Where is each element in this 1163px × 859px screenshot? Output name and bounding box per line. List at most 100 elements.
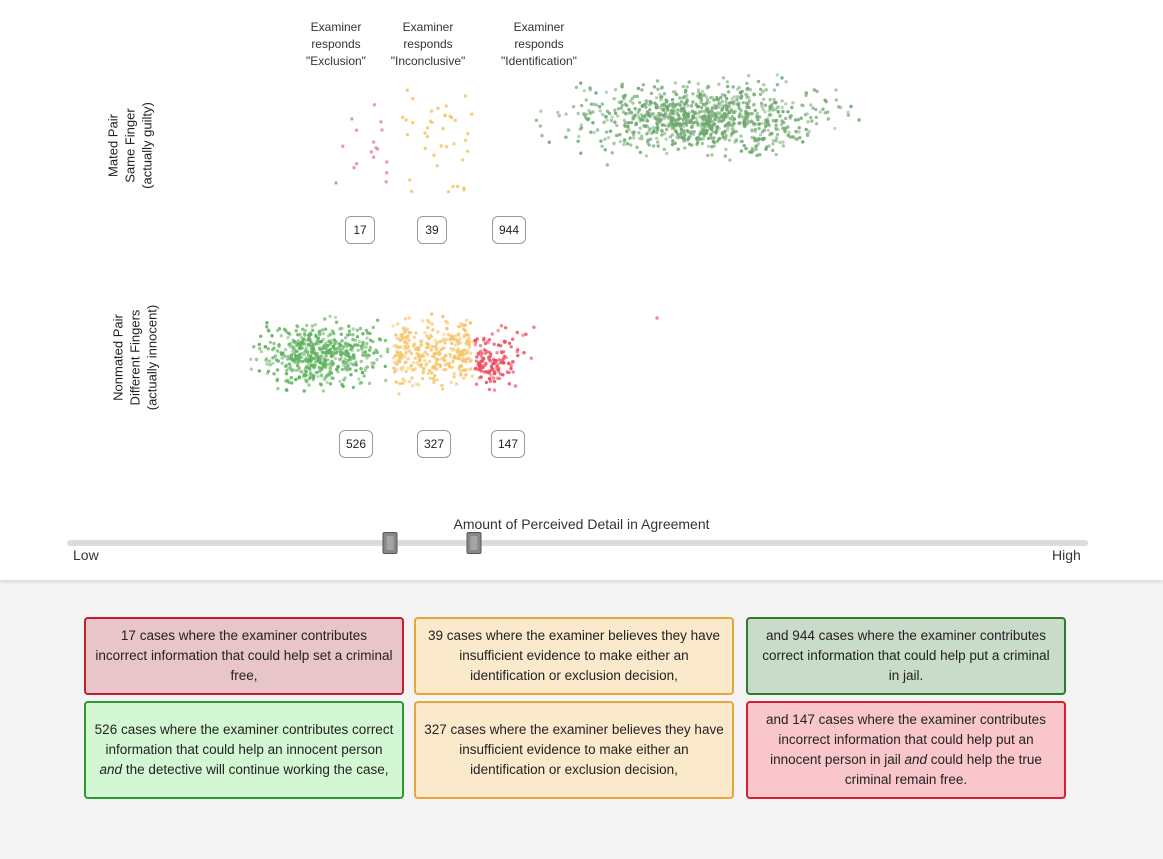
dot-nonmated-inconclusive bbox=[393, 370, 397, 374]
dot-mated-identification bbox=[737, 115, 741, 119]
dot-nonmated-exclusion bbox=[272, 355, 276, 360]
dot-mated-identification bbox=[725, 80, 729, 84]
dot-nonmated-exclusion bbox=[257, 342, 262, 347]
dot-nonmated-inconclusive bbox=[423, 358, 427, 363]
dot-nonmated-identification bbox=[494, 366, 498, 371]
dot-nonmated-identification bbox=[507, 361, 511, 366]
dot-mated-identification bbox=[760, 121, 764, 126]
dot-mated-identification bbox=[746, 86, 750, 91]
dot-mated-identification bbox=[693, 112, 697, 116]
dot-mated-identification bbox=[768, 112, 772, 117]
dot-nonmated-inconclusive bbox=[465, 367, 470, 371]
dot-mated-inconclusive bbox=[425, 134, 430, 139]
dot-nonmated-exclusion bbox=[353, 343, 357, 347]
dot-nonmated-exclusion bbox=[280, 361, 284, 365]
dot-nonmated-exclusion bbox=[323, 327, 328, 331]
dot-mated-inconclusive bbox=[453, 118, 457, 123]
dot-nonmated-inconclusive bbox=[411, 360, 416, 365]
dot-mated-identification bbox=[615, 123, 619, 128]
dot-mated-identification bbox=[739, 90, 743, 95]
dot-mated-identification bbox=[584, 98, 588, 102]
dot-nonmated-exclusion bbox=[365, 336, 369, 340]
dot-nonmated-exclusion bbox=[386, 350, 390, 354]
count-nonmated-identification: 147 bbox=[490, 430, 526, 458]
dot-mated-identification bbox=[781, 120, 786, 125]
dot-nonmated-inconclusive bbox=[442, 332, 446, 336]
dot-mated-identification bbox=[619, 106, 624, 110]
dot-nonmated-exclusion bbox=[282, 327, 287, 331]
dot-nonmated-identification bbox=[483, 351, 488, 356]
dot-mated-identification bbox=[610, 115, 614, 119]
dot-mated-identification bbox=[794, 129, 798, 134]
dot-nonmated-exclusion bbox=[331, 362, 335, 366]
dot-mated-identification bbox=[776, 110, 780, 114]
dot-mated-identification bbox=[589, 130, 593, 134]
dot-mated-identification bbox=[788, 116, 792, 120]
dot-nonmated-exclusion bbox=[333, 356, 338, 361]
dot-nonmated-exclusion bbox=[291, 358, 295, 362]
dot-nonmated-exclusion bbox=[338, 348, 342, 353]
dot-mated-identification bbox=[684, 101, 688, 105]
dot-mated-identification bbox=[766, 122, 771, 127]
dot-mated-identification bbox=[790, 105, 794, 110]
dot-mated-identification bbox=[692, 129, 696, 134]
dot-nonmated-inconclusive bbox=[407, 349, 411, 353]
slider-handle-lower-threshold[interactable] bbox=[382, 532, 398, 554]
dot-mated-identification bbox=[720, 106, 725, 111]
dot-nonmated-exclusion bbox=[357, 377, 361, 381]
dot-nonmated-exclusion bbox=[344, 345, 349, 349]
dot-nonmated-inconclusive bbox=[394, 380, 398, 384]
dot-mated-inconclusive bbox=[460, 158, 465, 162]
dot-nonmated-exclusion bbox=[367, 381, 372, 386]
dot-mated-identification bbox=[704, 101, 709, 105]
dot-nonmated-inconclusive bbox=[452, 347, 456, 351]
dot-mated-identification bbox=[809, 103, 813, 107]
dot-mated-identification bbox=[725, 96, 729, 101]
dot-nonmated-inconclusive bbox=[406, 366, 410, 370]
dot-mated-identification bbox=[742, 120, 747, 124]
dot-mated-identification bbox=[756, 115, 760, 119]
dot-mated-identification bbox=[632, 136, 636, 140]
dot-nonmated-identification bbox=[509, 366, 513, 371]
row-label-nonmated-line1: Nonmated Pair bbox=[110, 314, 126, 401]
dot-mated-identification bbox=[631, 101, 635, 105]
dot-nonmated-inconclusive bbox=[407, 379, 412, 384]
slider-handle-upper-threshold[interactable] bbox=[466, 532, 482, 554]
dot-mated-identification bbox=[716, 115, 720, 119]
slider-high-label: High bbox=[1052, 547, 1081, 563]
dot-mated-identification bbox=[676, 122, 680, 126]
dot-mated-identification bbox=[675, 111, 680, 116]
dot-mated-identification bbox=[801, 103, 805, 108]
dot-nonmated-exclusion bbox=[321, 389, 326, 393]
dot-mated-identification bbox=[655, 130, 659, 135]
dot-nonmated-inconclusive bbox=[456, 353, 461, 357]
dot-mated-identification bbox=[675, 136, 679, 140]
dot-mated-identification bbox=[701, 89, 705, 94]
dot-nonmated-exclusion bbox=[385, 347, 390, 351]
dot-nonmated-exclusion bbox=[302, 359, 307, 363]
dot-mated-identification bbox=[636, 113, 640, 117]
dot-nonmated-exclusion bbox=[325, 380, 329, 385]
dot-mated-inconclusive bbox=[408, 178, 412, 182]
dot-mated-identification bbox=[739, 96, 743, 100]
dot-mated-identification bbox=[804, 91, 808, 95]
dot-mated-identification bbox=[587, 117, 591, 121]
dot-nonmated-exclusion bbox=[351, 327, 355, 331]
dot-nonmated-identification bbox=[493, 372, 497, 376]
dot-nonmated-exclusion bbox=[322, 345, 326, 349]
dot-mated-identification bbox=[603, 137, 607, 141]
dot-nonmated-exclusion bbox=[268, 363, 272, 367]
dot-nonmated-exclusion bbox=[336, 365, 340, 369]
dot-nonmated-exclusion bbox=[339, 332, 344, 336]
dot-mated-inconclusive bbox=[405, 133, 410, 137]
dot-nonmated-inconclusive bbox=[437, 352, 441, 357]
slider-track[interactable] bbox=[67, 540, 1088, 546]
dot-nonmated-exclusion bbox=[328, 365, 332, 370]
dot-mated-identification bbox=[727, 138, 732, 142]
dot-mated-identification bbox=[781, 144, 785, 148]
dot-mated-identification bbox=[695, 118, 699, 123]
dot-nonmated-exclusion bbox=[311, 350, 315, 355]
dot-nonmated-exclusion bbox=[301, 339, 305, 343]
column-header-identification: Examiner responds "Identification" bbox=[489, 19, 589, 70]
dot-mated-identification bbox=[690, 116, 695, 121]
